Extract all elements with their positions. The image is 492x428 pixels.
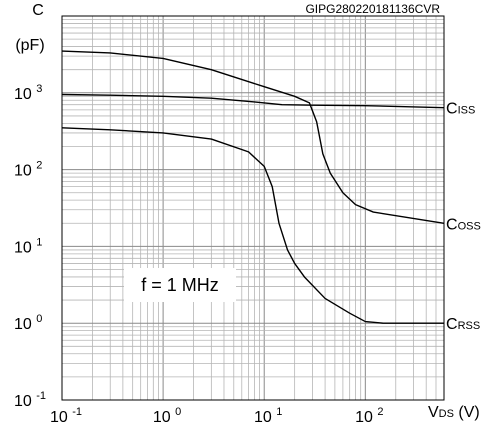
annotation-label: f = 1 MHz (141, 275, 219, 295)
annotation-box (124, 268, 236, 302)
figure-id: GIPG280220181136CVR (305, 2, 440, 16)
labels: 10 -1 10 0 10 1 10 2 10 3 10 -1 10 0 10 1 10 2 C (… (14, 2, 481, 426)
y-axis-label: C (32, 2, 44, 19)
curves (61, 50, 445, 324)
y-tick-label: 10 3 (14, 83, 42, 103)
x-tick-label: 10 1 (254, 406, 282, 426)
grid (61, 15, 445, 401)
x-axis-label: VDS (V) (428, 404, 480, 421)
series-label-rss: CRSS (446, 316, 480, 333)
y-axis-unit: (pF) (15, 37, 44, 54)
y-tick-label: 10 2 (14, 160, 42, 180)
x-tick-label: 10 2 (355, 406, 383, 426)
series-line-iss (61, 93, 445, 109)
y-tick-label: 10 -1 (14, 390, 46, 410)
series-line-rss (61, 127, 444, 324)
plot-frame (61, 15, 445, 401)
series-label-oss: COSS (446, 216, 481, 233)
x-tick-label: 10 0 (153, 406, 181, 426)
series-label-iss: CISS (446, 101, 475, 118)
y-tick-label: 10 1 (14, 236, 42, 256)
y-tick-label: 10 0 (14, 313, 42, 333)
x-tick-label: 10 -1 (50, 406, 82, 426)
series-line-oss (61, 50, 445, 224)
